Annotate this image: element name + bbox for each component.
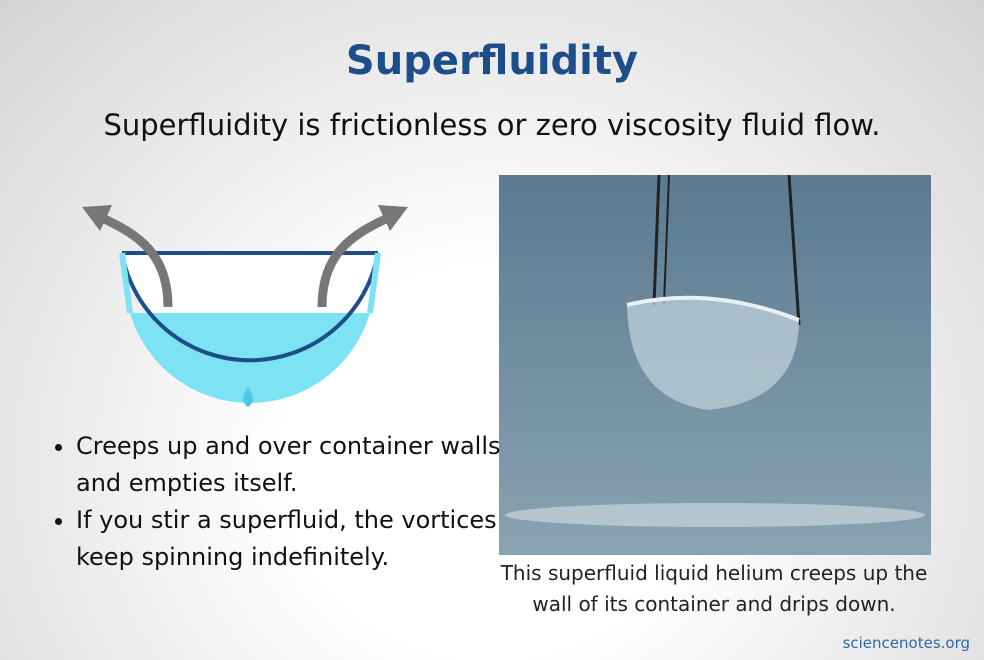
bowl-diagram (82, 205, 408, 407)
bullet-list: Creeps up and over container walls and e… (50, 428, 506, 576)
credit: sciencenotes.org (842, 634, 970, 652)
photo-caption: This superfluid liquid helium creeps up … (500, 561, 928, 616)
bullet: Creeps up and over container walls and e… (76, 428, 506, 502)
bullet: If you stir a superfluid, the vortices k… (76, 502, 506, 576)
helium-photo (499, 175, 931, 555)
subtitle: Superfluidity is frictionless or zero vi… (103, 108, 881, 142)
title: Superfluidity (345, 38, 639, 84)
